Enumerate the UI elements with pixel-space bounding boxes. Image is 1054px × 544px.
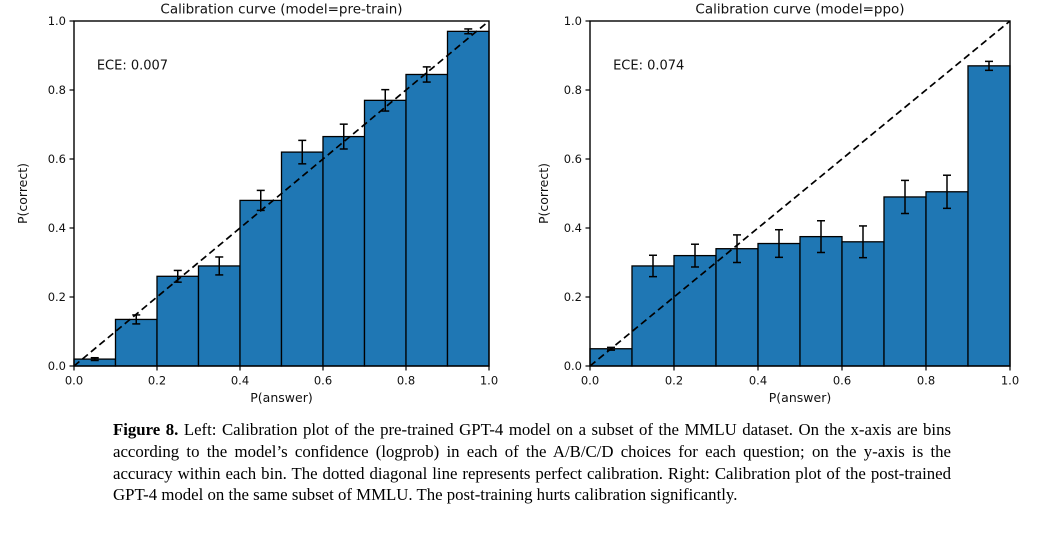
x-tick-label: 0.2 [148, 374, 166, 388]
y-tick-label: 0.4 [48, 221, 66, 235]
x-tick-label: 0.8 [397, 374, 415, 388]
plot-frame [73, 20, 490, 367]
calibration-bar [280, 151, 324, 367]
x-tick-label: 1.0 [1001, 374, 1019, 388]
y-tick-label: 0.6 [48, 152, 66, 166]
calibration-bar [841, 241, 885, 367]
y-tick-label: 0.2 [48, 290, 66, 304]
calibration-bar [114, 318, 158, 367]
x-tick-label: 0.0 [65, 374, 83, 388]
calibration-bar [197, 265, 241, 367]
y-tick-label: 0.6 [564, 152, 582, 166]
chart-panel-0: 0.0 0.2 0.4 0.6 0.8 1.0 0.0 0.2 0.4 0.6 0.8 1.0 Cali… [0, 0, 527, 412]
ece-annotation: ECE: 0.074 [613, 58, 684, 73]
x-tick-label: 0.2 [665, 374, 683, 388]
calibration-bar [673, 254, 717, 367]
calibration-bar [405, 73, 449, 367]
y-tick-label: 1.0 [564, 14, 582, 28]
figure-caption-text: Left: Calibration plot of the pre-traine… [113, 420, 951, 505]
diagonal-line [589, 20, 1011, 367]
calibration-bar [156, 275, 200, 367]
y-tick-label: 0.2 [564, 290, 582, 304]
calibration-bar [799, 235, 843, 367]
calibration-bar [631, 265, 675, 367]
calibration-bar [446, 30, 490, 367]
x-tick-label: 0.8 [917, 374, 935, 388]
x-tick-label: 0.4 [749, 374, 767, 388]
x-tick-label: 0.4 [231, 374, 249, 388]
calibration-bar [322, 135, 366, 367]
x-tick-label: 0.6 [314, 374, 332, 388]
calibration-bar [967, 65, 1011, 367]
calibration-bar [239, 199, 283, 367]
figure-caption-label: Figure 8. [113, 420, 179, 439]
figure-caption: Figure 8. Left: Calibration plot of the … [113, 419, 951, 506]
calibration-bar [883, 196, 927, 367]
chart-panel-1: 0.0 0.2 0.4 0.6 0.8 1.0 0.0 0.2 0.4 0.6 0.8 1.0 Cali… [527, 0, 1054, 412]
calibration-chart-ppo: 0.0 0.2 0.4 0.6 0.8 1.0 0.0 0.2 0.4 0.6 0.8 1.0 Cali… [536, 2, 1019, 406]
y-tick-label: 0.0 [564, 359, 582, 373]
y-axis-label: P(correct) [536, 163, 551, 224]
y-tick-label: 0.8 [564, 83, 582, 97]
x-tick-label: 1.0 [480, 374, 498, 388]
calibration-bar [925, 191, 969, 367]
x-axis-label: P(answer) [250, 390, 312, 405]
chart-title: Calibration curve (model=pre-train) [160, 2, 402, 18]
x-tick-label: 0.0 [581, 374, 599, 388]
x-axis-label: P(answer) [769, 390, 831, 405]
y-axis-label: P(correct) [15, 163, 30, 224]
chart-title: Calibration curve (model=ppo) [695, 2, 904, 18]
calibration-bar [589, 348, 633, 367]
y-tick-label: 0.8 [48, 83, 66, 97]
calibration-bar [363, 99, 407, 367]
plot-frame [589, 20, 1011, 367]
y-tick-label: 0.0 [48, 359, 66, 373]
calibration-bar [757, 242, 801, 367]
y-tick-label: 0.4 [564, 221, 582, 235]
calibration-bar [715, 248, 759, 367]
y-tick-label: 1.0 [48, 14, 66, 28]
ece-annotation: ECE: 0.007 [97, 58, 168, 73]
x-tick-label: 0.6 [833, 374, 851, 388]
diagonal-line [73, 20, 490, 367]
calibration-chart-pretrain: 0.0 0.2 0.4 0.6 0.8 1.0 0.0 0.2 0.4 0.6 0.8 1.0 Cali… [15, 2, 498, 406]
